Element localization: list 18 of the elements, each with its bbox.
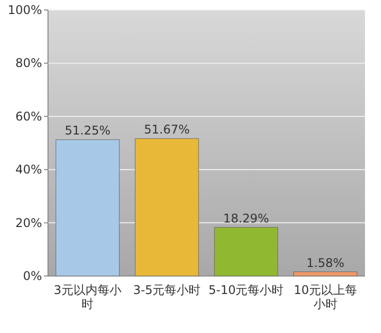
data-label: 1.58%: [306, 256, 344, 270]
bar: [56, 139, 120, 276]
y-tick-label: 80%: [15, 56, 42, 70]
x-tick-label: 3元以内每小时: [54, 283, 122, 311]
data-label: 51.67%: [144, 122, 190, 137]
x-tick-label: 5-10元每小时: [208, 283, 284, 297]
bar: [293, 272, 358, 276]
x-tick-label: 10元以上每小时: [294, 283, 358, 311]
y-tick-label: 20%: [15, 216, 42, 230]
bar: [214, 227, 278, 276]
y-tick-label: 0%: [22, 269, 42, 283]
y-tick-label: 100%: [8, 3, 42, 17]
data-label: 18.29%: [223, 211, 270, 226]
y-tick-label: 40%: [15, 162, 42, 177]
x-tick-label: 3-5元每小时: [133, 283, 201, 297]
bar: [134, 138, 199, 276]
data-label: 51.25%: [64, 124, 111, 138]
y-tick-label: 60%: [15, 109, 42, 124]
